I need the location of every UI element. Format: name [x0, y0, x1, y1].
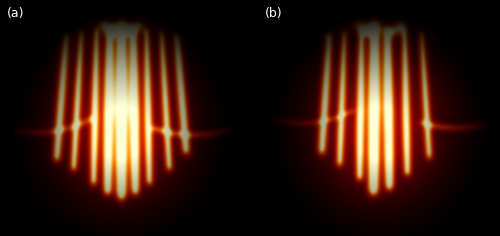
Text: (a): (a) [8, 7, 25, 20]
Text: (b): (b) [266, 7, 283, 20]
